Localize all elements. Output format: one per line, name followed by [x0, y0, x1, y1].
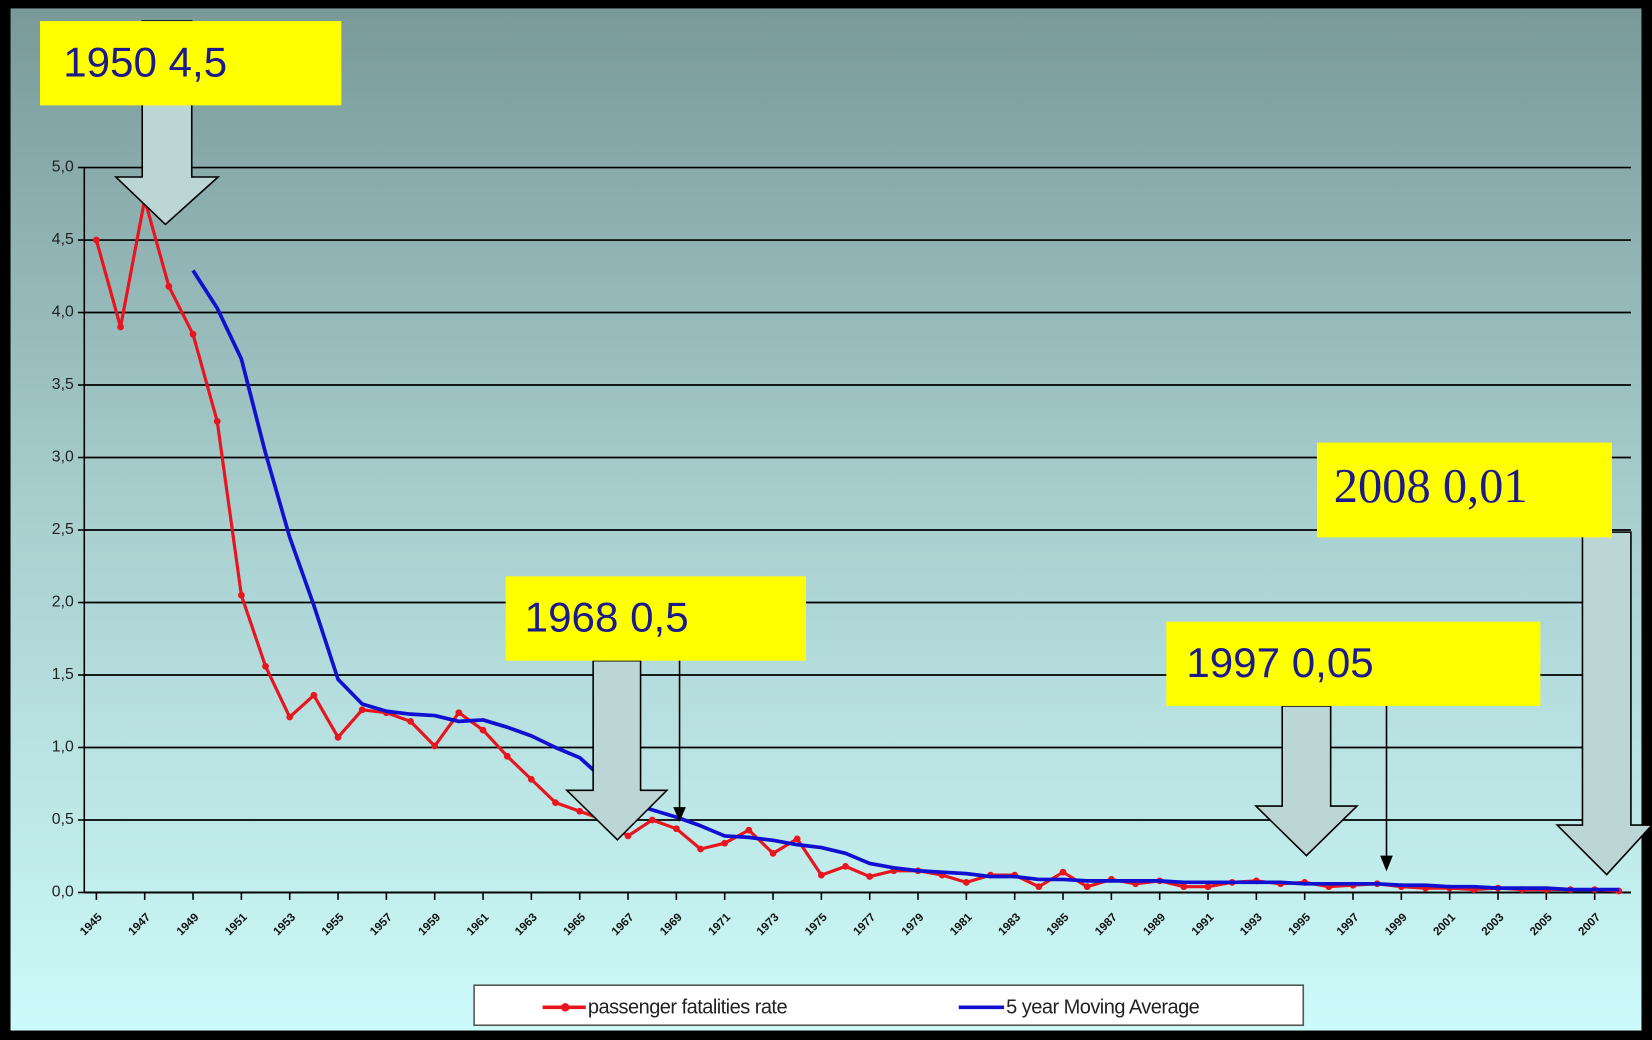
point — [237, 591, 245, 599]
arrow — [1253, 705, 1359, 857]
y-tick-label: 1,0 — [52, 739, 74, 756]
annotation-box — [40, 21, 342, 106]
point — [165, 283, 173, 290]
point — [310, 691, 318, 699]
annotation: 1968 0,5 — [525, 594, 689, 641]
y-tick-label: 2,5 — [52, 521, 74, 538]
y-tick-label: 1,5 — [52, 666, 74, 683]
y-tick-label: 4,5 — [52, 231, 74, 248]
pointer-head — [673, 807, 686, 822]
annotation: 2008 0,01 — [1334, 460, 1528, 513]
point — [866, 873, 874, 880]
point — [1059, 868, 1067, 876]
y-tick-label: 5,0 — [52, 159, 74, 176]
point — [842, 863, 849, 870]
annotation: 1950 4,5 — [63, 38, 227, 85]
legend — [473, 984, 1305, 1027]
point — [624, 832, 632, 840]
point — [358, 706, 366, 714]
point — [1204, 883, 1212, 891]
point — [1083, 883, 1091, 891]
point — [431, 742, 439, 750]
point — [672, 825, 680, 833]
pointer-head — [1380, 855, 1393, 872]
point — [1035, 883, 1043, 891]
point — [334, 733, 342, 741]
point — [92, 236, 100, 244]
annotation-box — [1166, 621, 1541, 706]
point — [527, 776, 535, 783]
point — [962, 878, 970, 886]
point — [117, 323, 124, 331]
annotation-box — [1316, 442, 1612, 538]
point — [1180, 883, 1188, 891]
arrow — [1555, 531, 1652, 876]
point — [769, 849, 777, 857]
annotation-box — [505, 576, 806, 661]
annotation: 1997 0,05 — [1186, 639, 1373, 686]
y-tick-label: 0,5 — [52, 811, 74, 828]
point — [648, 816, 656, 824]
legend-label: passenger fatalities rate — [588, 997, 788, 1019]
point — [697, 845, 704, 853]
y-tick-label: 0,0 — [52, 884, 74, 901]
point — [262, 662, 269, 670]
legend-marker — [561, 1003, 570, 1012]
y-tick-label: 3,0 — [52, 449, 74, 466]
point — [817, 871, 825, 879]
point — [479, 726, 487, 734]
y-tick-label: 4,0 — [52, 304, 74, 321]
arrow — [564, 659, 669, 841]
point — [745, 826, 753, 834]
point — [455, 709, 463, 717]
series-line — [191, 269, 1619, 892]
y-tick-label: 2,0 — [52, 594, 74, 611]
point — [407, 718, 414, 725]
point — [721, 839, 729, 847]
legend-label: 5 year Moving Average — [1006, 997, 1200, 1019]
point — [286, 713, 294, 721]
point — [503, 752, 511, 760]
point — [189, 330, 197, 338]
y-tick-label: 3,5 — [52, 376, 74, 393]
point — [576, 807, 584, 815]
point — [552, 799, 559, 806]
point — [213, 417, 221, 425]
point — [793, 835, 801, 843]
